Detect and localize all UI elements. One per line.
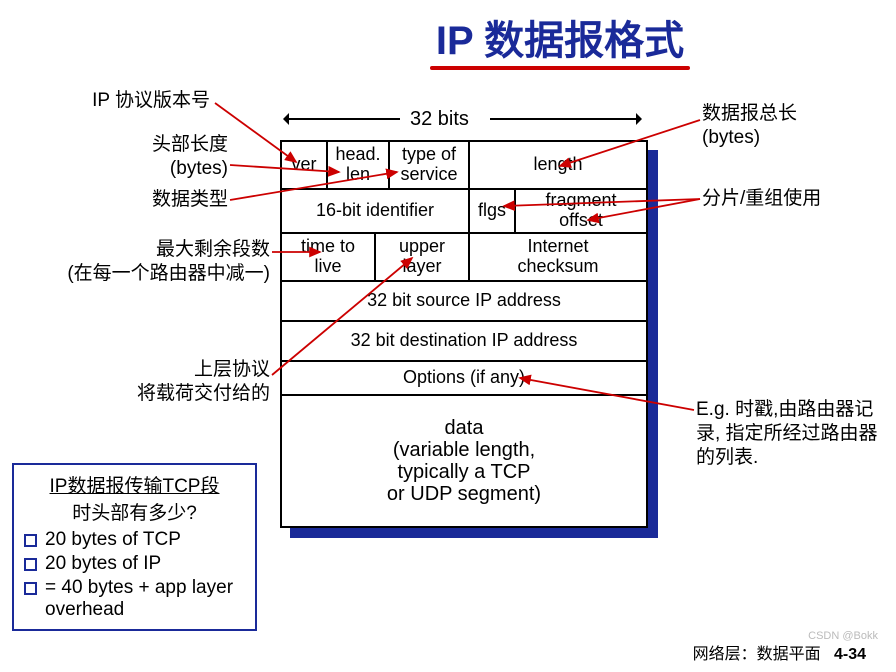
info-item-text: = 40 bytes + app layer overhead	[45, 577, 247, 621]
cell-length: length	[470, 142, 646, 188]
page-title-wrap: IP 数据报格式	[430, 8, 690, 70]
table-row: 32 bit destination IP address	[282, 322, 646, 362]
cell-ver: ver	[282, 142, 328, 188]
table-row: Options (if any)	[282, 362, 646, 396]
info-item: 20 bytes of IP	[22, 553, 247, 575]
bits-width-label: 32 bits	[410, 108, 469, 131]
ip-datagram-table: ver head. len type of service length 16-…	[280, 140, 648, 528]
ann-tos: 数据类型	[10, 188, 228, 212]
info-item: = 40 bytes + app layer overhead	[22, 577, 247, 621]
cell-options: Options (if any)	[282, 362, 646, 394]
cell-checksum: Internet checksum	[470, 234, 646, 280]
footer-page: 4-34	[834, 646, 866, 663]
info-item: 20 bytes of TCP	[22, 529, 247, 551]
bullet-icon	[24, 582, 37, 595]
cell-id: 16-bit identifier	[282, 190, 470, 232]
cell-dst-ip: 32 bit destination IP address	[282, 322, 646, 360]
cell-frag: fragment offset	[516, 190, 646, 232]
title-underline	[430, 66, 690, 70]
bullet-icon	[24, 534, 37, 547]
info-box-title: IP数据报传输TCP段 时头部有多少?	[22, 471, 247, 525]
watermark: CSDN @Bokk	[808, 630, 878, 642]
info-box: IP数据报传输TCP段 时头部有多少? 20 bytes of TCP 20 b…	[12, 463, 257, 631]
bits-arrow-right	[490, 118, 640, 120]
cell-upper: upper layer	[376, 234, 470, 280]
page-title: IP 数据报格式	[430, 8, 690, 66]
ann-length: 数据报总长 (bytes)	[702, 102, 892, 150]
ann-version: IP 协议版本号	[10, 89, 210, 113]
cell-data: data (variable length, typically a TCP o…	[282, 396, 646, 526]
cell-flgs: flgs	[470, 190, 516, 232]
footer-label: 网络层：数据平面	[693, 646, 821, 663]
ann-upper: 上层协议 将载荷交付给的	[10, 358, 270, 406]
table-row: 32 bit source IP address	[282, 282, 646, 322]
table-row: ver head. len type of service length	[282, 142, 646, 190]
info-item-text: 20 bytes of TCP	[45, 529, 181, 551]
ann-options: E.g. 时戳,由路由器记录, 指定所经过路由器的列表.	[696, 398, 894, 469]
table-row: data (variable length, typically a TCP o…	[282, 396, 646, 526]
bits-arrow-left	[285, 118, 400, 120]
info-title-rest: 时头部有多少?	[72, 503, 197, 524]
table-row: 16-bit identifier flgs fragment offset	[282, 190, 646, 234]
cell-ttl: time to live	[282, 234, 376, 280]
ann-ttl: 最大剩余段数 (在每一个路由器中减一)	[2, 238, 270, 286]
ann-frag: 分片/重组使用	[702, 187, 892, 211]
ann-hlen: 头部长度 (bytes)	[10, 133, 228, 181]
cell-tos: type of service	[390, 142, 470, 188]
cell-src-ip: 32 bit source IP address	[282, 282, 646, 320]
footer: 网络层：数据平面 4-34	[693, 640, 866, 664]
info-item-text: 20 bytes of IP	[45, 553, 161, 575]
table-row: time to live upper layer Internet checks…	[282, 234, 646, 282]
bullet-icon	[24, 558, 37, 571]
info-title-underline: IP数据报传输TCP段	[50, 476, 220, 497]
cell-hlen: head. len	[328, 142, 390, 188]
